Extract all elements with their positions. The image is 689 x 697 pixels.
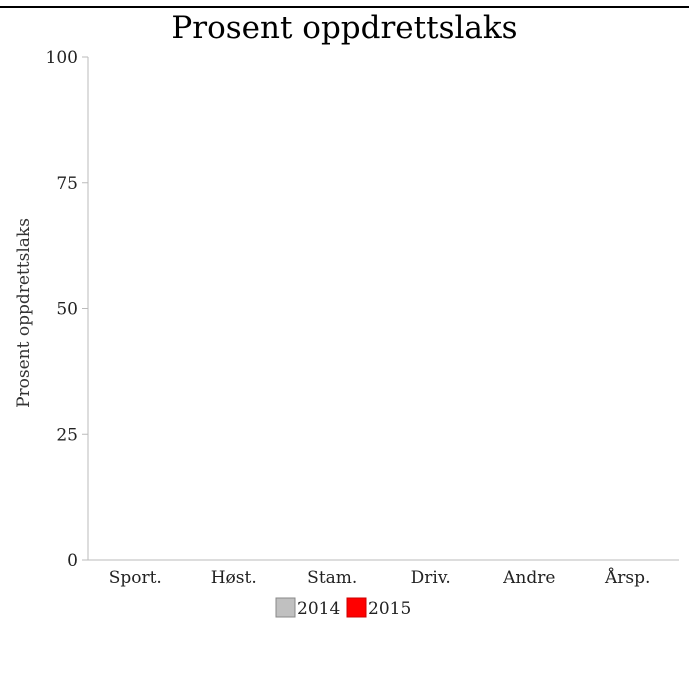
y-tick-label: 100 [46, 48, 78, 68]
y-ticks: 0 25 50 75 100 [46, 48, 88, 571]
x-tick-label: Andre [502, 568, 555, 588]
legend: 2014 2015 [275, 597, 411, 619]
y-tick-label: 50 [56, 300, 78, 320]
y-tick-label: 75 [56, 174, 78, 194]
top-border-line [0, 6, 689, 8]
legend-label: 2014 [297, 599, 340, 619]
y-tick-label: 0 [67, 551, 78, 571]
x-tick-label: Driv. [411, 568, 451, 588]
x-ticks: Sport. Høst. Stam. Driv. Andre Årsp. [109, 567, 651, 588]
y-tick-label: 25 [56, 425, 78, 445]
axes [87, 57, 679, 561]
legend-label: 2015 [368, 599, 411, 619]
x-tick-label: Høst. [211, 568, 257, 588]
chart-title: Prosent oppdrettslaks [171, 10, 518, 46]
y-axis-label: Prosent oppdrettslaks [14, 218, 34, 408]
x-tick-label: Stam. [307, 568, 357, 588]
x-tick-label: Sport. [109, 568, 162, 588]
legend-swatch [346, 597, 367, 618]
x-tick-label: Årsp. [604, 567, 650, 588]
legend-swatch [275, 597, 296, 618]
